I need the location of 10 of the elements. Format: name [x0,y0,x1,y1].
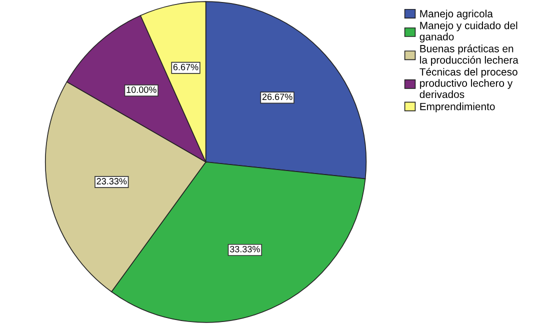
data-label: 33.33% [230,246,260,252]
legend-label: Técnicas del proceso productivo lechero y derivados [420,68,518,98]
legend-label: Manejo agricola [420,10,493,20]
legend-label: Manejo y cuidado del ganado [420,22,518,42]
data-label: 10.00% [126,86,156,93]
legend-label: Emprendimiento [420,102,495,112]
data-label: 26.67% [262,94,292,100]
data-label: 23.33% [96,178,127,184]
data-label: 6.67% [173,64,198,70]
legend-label: Buenas prácticas en la producción lechera [420,44,518,66]
